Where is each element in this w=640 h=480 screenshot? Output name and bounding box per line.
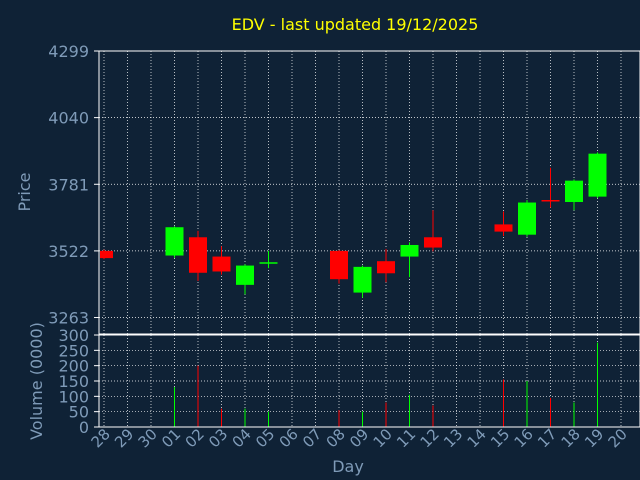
candle-body (212, 256, 231, 272)
volume-tick-label: 250 (58, 341, 89, 360)
candle-body (588, 153, 607, 197)
volume-tick-label: 0 (79, 418, 89, 437)
candle-body (518, 202, 536, 235)
x-axis-label: Day (332, 457, 364, 476)
price-tick-label: 4299 (48, 42, 89, 61)
candle-body (377, 261, 395, 274)
candle-body (565, 180, 583, 203)
price-axis-label: Price (15, 172, 34, 211)
volume-tick-label: 300 (58, 326, 89, 345)
volume-tick-label: 200 (58, 357, 89, 376)
price-tick-label: 3781 (48, 175, 89, 194)
chart-title: EDV - last updated 19/12/2025 (232, 15, 479, 34)
price-tick-label: 4040 (48, 109, 89, 128)
volume-panel-frame (98, 334, 640, 428)
candle-body (100, 250, 113, 259)
candle-body (400, 244, 419, 257)
candle-body (330, 250, 348, 280)
price-tick-label: 3522 (48, 242, 89, 261)
volume-axis-label: Volume (0000) (27, 322, 46, 440)
candle-body (353, 266, 372, 293)
candle-body (165, 227, 184, 256)
price-tick-label: 3263 (48, 309, 89, 328)
candle-body (189, 237, 207, 273)
candle-body (236, 265, 254, 285)
price-panel-frame (98, 50, 640, 335)
volume-tick-label: 100 (58, 387, 89, 406)
candle-body (424, 237, 442, 248)
volume-tick-label: 50 (69, 403, 89, 422)
candle-body (494, 224, 513, 232)
chart-marks (100, 152, 607, 427)
volume-tick-label: 150 (58, 372, 89, 391)
